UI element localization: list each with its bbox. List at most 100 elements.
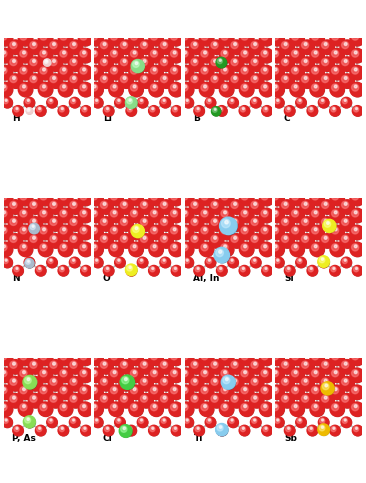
Circle shape <box>310 368 324 383</box>
Circle shape <box>38 225 53 240</box>
Circle shape <box>200 386 214 399</box>
Circle shape <box>143 43 146 45</box>
Circle shape <box>239 351 254 365</box>
Circle shape <box>280 377 294 391</box>
Circle shape <box>149 83 163 97</box>
Circle shape <box>81 425 91 436</box>
Circle shape <box>23 371 25 374</box>
Circle shape <box>9 218 23 231</box>
Circle shape <box>284 362 287 365</box>
Circle shape <box>150 84 158 91</box>
Circle shape <box>199 31 214 46</box>
Circle shape <box>126 97 137 108</box>
Circle shape <box>184 371 187 374</box>
Circle shape <box>130 210 138 217</box>
Circle shape <box>149 266 159 276</box>
Circle shape <box>304 379 307 382</box>
Circle shape <box>44 59 51 66</box>
Circle shape <box>354 107 359 112</box>
Circle shape <box>308 426 318 436</box>
Circle shape <box>141 395 147 402</box>
Circle shape <box>229 234 244 248</box>
Circle shape <box>47 417 57 427</box>
Circle shape <box>311 404 319 411</box>
Circle shape <box>149 106 159 116</box>
Circle shape <box>68 394 83 408</box>
Circle shape <box>326 222 329 225</box>
Circle shape <box>249 359 264 374</box>
Circle shape <box>217 266 227 276</box>
Circle shape <box>331 267 336 272</box>
Circle shape <box>229 74 244 88</box>
Circle shape <box>100 200 113 214</box>
Circle shape <box>150 66 163 80</box>
Circle shape <box>261 33 268 40</box>
Circle shape <box>18 48 33 63</box>
Circle shape <box>249 394 264 408</box>
Circle shape <box>341 235 354 248</box>
Circle shape <box>81 266 91 276</box>
Circle shape <box>48 359 63 374</box>
Circle shape <box>58 191 72 206</box>
Circle shape <box>130 386 143 399</box>
Circle shape <box>3 418 12 427</box>
Circle shape <box>81 266 91 276</box>
Circle shape <box>205 98 216 108</box>
Circle shape <box>83 354 86 356</box>
Circle shape <box>308 107 313 112</box>
Circle shape <box>294 34 297 37</box>
Circle shape <box>229 99 234 104</box>
Circle shape <box>29 218 43 231</box>
Circle shape <box>150 49 163 63</box>
Circle shape <box>169 65 183 80</box>
Circle shape <box>79 66 93 80</box>
Circle shape <box>270 242 284 256</box>
Circle shape <box>216 57 227 68</box>
Circle shape <box>331 243 344 256</box>
Circle shape <box>280 359 294 374</box>
Circle shape <box>231 42 238 49</box>
Circle shape <box>331 369 344 383</box>
Circle shape <box>149 368 163 383</box>
Circle shape <box>310 402 324 416</box>
Circle shape <box>37 267 42 272</box>
Circle shape <box>49 41 63 55</box>
Circle shape <box>84 108 86 110</box>
Circle shape <box>150 50 158 57</box>
Circle shape <box>42 388 45 391</box>
Circle shape <box>14 106 23 116</box>
Circle shape <box>72 202 75 205</box>
Circle shape <box>261 353 268 360</box>
Circle shape <box>133 68 136 71</box>
Circle shape <box>341 75 354 88</box>
Circle shape <box>217 266 227 276</box>
Circle shape <box>179 208 194 223</box>
Circle shape <box>244 405 247 408</box>
Circle shape <box>350 48 364 63</box>
Circle shape <box>260 386 274 399</box>
Circle shape <box>126 98 137 109</box>
Circle shape <box>199 208 214 223</box>
Circle shape <box>231 378 238 385</box>
Circle shape <box>260 352 274 366</box>
Circle shape <box>186 259 188 261</box>
Circle shape <box>230 235 244 248</box>
Circle shape <box>260 192 274 206</box>
Circle shape <box>274 51 277 54</box>
Circle shape <box>120 235 133 248</box>
Circle shape <box>93 34 96 37</box>
Circle shape <box>311 210 319 217</box>
Circle shape <box>160 75 173 88</box>
Circle shape <box>218 426 223 432</box>
Circle shape <box>150 386 158 394</box>
Circle shape <box>297 99 302 104</box>
Circle shape <box>296 98 306 108</box>
Circle shape <box>274 388 277 391</box>
Circle shape <box>79 32 93 46</box>
Circle shape <box>23 194 25 197</box>
Circle shape <box>284 266 295 276</box>
Circle shape <box>5 99 7 101</box>
Circle shape <box>272 369 279 377</box>
Circle shape <box>240 386 254 399</box>
Circle shape <box>352 227 359 234</box>
